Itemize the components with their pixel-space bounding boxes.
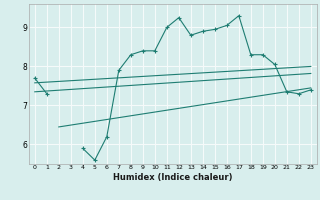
X-axis label: Humidex (Indice chaleur): Humidex (Indice chaleur) <box>113 173 233 182</box>
